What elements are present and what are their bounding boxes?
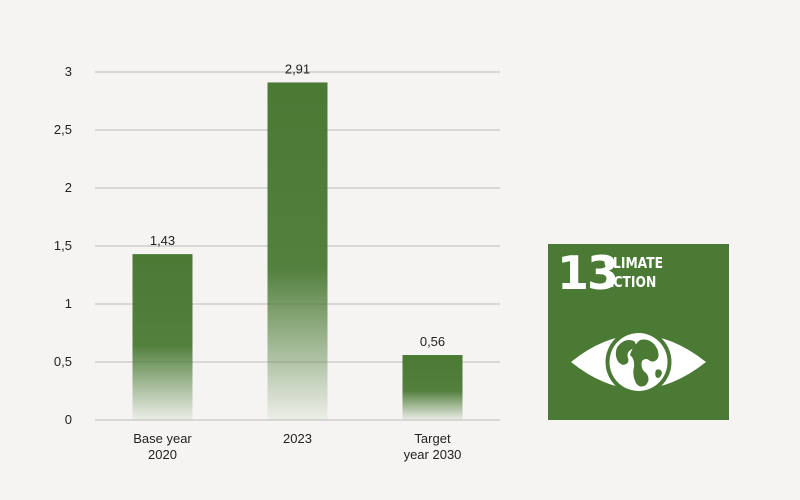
bar-chart: 0 0,5 1 1,5 2 2,5 3 1,43 2,91 0,56 Base year 2020… bbox=[54, 61, 500, 462]
bar bbox=[132, 254, 193, 420]
data-label: 0,56 bbox=[420, 334, 445, 349]
y-axis-ticks: 0 0,5 1 1,5 2 2,5 3 bbox=[54, 64, 72, 427]
y-tick-label: 1 bbox=[65, 296, 72, 311]
y-tick-label: 0,5 bbox=[54, 354, 72, 369]
sdg-title: CLIMATE ACTION bbox=[604, 254, 664, 291]
data-label: 2,91 bbox=[285, 61, 310, 76]
bars bbox=[132, 82, 463, 420]
x-category-label: 2023 bbox=[283, 431, 312, 446]
eye-globe-icon bbox=[571, 329, 706, 395]
data-labels: 1,43 2,91 0,56 bbox=[150, 61, 445, 349]
bar bbox=[267, 82, 328, 420]
x-category-label: Target year 2030 bbox=[404, 431, 462, 462]
y-tick-label: 2,5 bbox=[54, 122, 72, 137]
x-axis-labels: Base year 2020 2023 Target year 2030 bbox=[133, 431, 461, 462]
y-tick-label: 0 bbox=[65, 412, 72, 427]
y-tick-label: 2 bbox=[65, 180, 72, 195]
sdg-13-badge: 13 CLIMATE ACTION bbox=[548, 244, 729, 420]
data-label: 1,43 bbox=[150, 233, 175, 248]
y-tick-label: 1,5 bbox=[54, 238, 72, 253]
y-tick-label: 3 bbox=[65, 64, 72, 79]
x-category-label: Base year 2020 bbox=[133, 431, 192, 462]
bar bbox=[402, 355, 463, 420]
sdg-number: 13 bbox=[557, 246, 619, 300]
